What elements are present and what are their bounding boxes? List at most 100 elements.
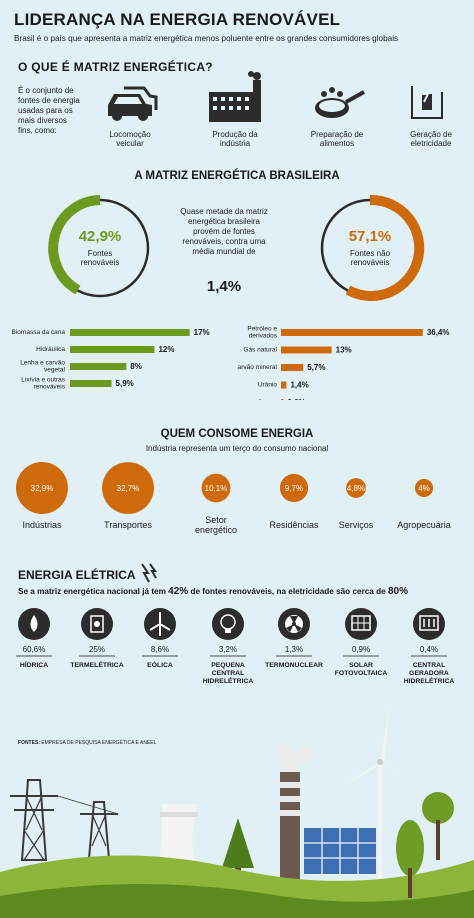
consumption-bubble [16, 462, 68, 514]
consumer-label: Indústrias [22, 520, 62, 530]
factory-icon [205, 70, 265, 124]
electricity-value-label: 60,6% [23, 645, 46, 654]
light-bulb-icon [212, 608, 244, 640]
matriz-center-text: Quase metade da matriz energética brasil… [180, 207, 268, 256]
bar-category-label: Petróleo e derivados [247, 325, 277, 339]
renewable-sources-chart: Biomassa da cana 17% Hidráulica 12% Lenha e … [12, 328, 210, 391]
solar-panel-icon [304, 828, 376, 874]
non-renewable-label: Fontes não renováveis [349, 249, 391, 267]
bar-value-label: 5,7% [307, 363, 325, 372]
eletrica-sentence: Se a matriz energética nacional já tem 4… [18, 586, 408, 597]
consumption-chart: 32,9% Indústrias 32,7% Transportes 10,1% Seto… [16, 462, 451, 535]
bar-value-label: 8% [130, 362, 142, 371]
use-producao: Produção da indústria [212, 130, 258, 148]
generator-icon [413, 608, 445, 640]
chimney-icon [274, 742, 313, 882]
source-note: FONTES: EMPRESA DE PESQUISA ENERGÉTICA E… [18, 740, 157, 746]
renewable-donut [48, 195, 150, 298]
electricity-source-label: HÍDRICA [20, 660, 48, 669]
use-geracao: Geração de eletricidade [410, 130, 452, 148]
electricity-value-label: 0,4% [420, 645, 438, 654]
water-drop-icon [18, 608, 50, 640]
bubble-value-label: 4,8% [347, 484, 365, 493]
wind-turbine-icon [144, 608, 176, 640]
landscape-illustration [0, 706, 474, 918]
bar [281, 364, 304, 371]
consumer-label: Setor energético [195, 515, 237, 535]
electricity-value-label: 25% [89, 645, 105, 654]
tree-icon [396, 820, 424, 898]
bubble-value-label: 9,7% [285, 484, 303, 493]
use-locomocao: Locomoção veicular [109, 130, 151, 148]
renewable-label: Fontes renováveis [80, 249, 120, 267]
matriz-question-heading: O QUE É MATRIZ ENERGÉTICA? [18, 60, 213, 74]
bar-value-label: 17% [194, 328, 210, 337]
bar [281, 329, 423, 336]
transmission-tower-icon [10, 779, 58, 861]
matriz-brasileira-heading: A MATRIZ ENERGÉTICA BRASILEIRA [134, 170, 340, 182]
bubble-value-label: 32,7% [117, 484, 140, 493]
consumo-heading: QUEM CONSOME ENERGIA [160, 428, 314, 440]
frying-pan-icon [310, 86, 366, 124]
electricity-source-label: TERMELÉTRICA [70, 660, 123, 669]
non-renewable-donut [320, 194, 425, 301]
electric-plug-icon [402, 84, 452, 124]
electricity-source-label: CENTRAL GERADORA HIDRELÉTRICA [404, 662, 455, 685]
bar-category-label: Lenha e carvão vegetal [20, 359, 65, 373]
bubble-value-label: 10,1% [205, 484, 228, 493]
consumer-label: Transportes [104, 520, 152, 530]
bar [70, 363, 127, 370]
lightning-icon [138, 562, 158, 589]
tree-icon [422, 792, 454, 860]
electricity-value-label: 8,6% [151, 645, 169, 654]
bar [70, 346, 155, 353]
bar-category-label: Carvão mineral [237, 364, 278, 371]
bar-value-label: 0,6% [287, 398, 305, 400]
bar [281, 381, 287, 389]
page-subtitle: Brasil é o país que apresenta a matriz e… [14, 34, 399, 43]
non-renewable-value: 57,1% [348, 228, 392, 245]
car-icon [100, 84, 160, 124]
bar-value-label: 13% [336, 346, 352, 355]
consumption-bubble [201, 473, 231, 503]
consumption-bubble [279, 473, 309, 503]
consumption-bubble [346, 478, 366, 498]
bar [281, 399, 284, 400]
eletrica-heading: ENERGIA ELÉTRICA [18, 568, 136, 582]
bar-category-label: Lixívia e outras renováveis [21, 376, 65, 390]
bar [70, 329, 190, 336]
consumer-label: Residências [269, 520, 319, 530]
electricity-source-label: SOLAR FOTOVOLTAICA [335, 662, 388, 677]
electricity-value-label: 1,3% [285, 645, 303, 654]
non-renewable-sources-chart: Petróleo e derivados 36,4% Gás natural 13% Ca… [237, 325, 450, 400]
bar [281, 346, 332, 354]
bar-category-label: Outras [257, 399, 277, 400]
bubble-value-label: 32,9% [31, 484, 54, 493]
bar-value-label: 12% [158, 345, 174, 354]
bar-value-label: 36,4% [427, 328, 450, 337]
use-preparacao: Preparação de alimentos [310, 130, 364, 148]
thermoelectric-icon [81, 608, 113, 640]
radiation-icon [278, 608, 310, 640]
matriz-description: É o conjunto de fontes de energia usadas… [18, 86, 80, 135]
world-average: 1,4% [206, 278, 242, 295]
electricity-source-label: PEQUENA CENTRAL HIDRELÉTRICA [203, 662, 254, 685]
electricity-source-label: EÓLICA [147, 660, 173, 669]
consumo-subheading: Indústria representa um terço do consumo… [145, 444, 329, 453]
bar-category-label: Urânio [258, 382, 278, 389]
bar-category-label: Biomassa da cana [12, 329, 66, 336]
consumption-bubble [414, 478, 434, 498]
consumer-label: Agropecuária [397, 520, 451, 530]
bar-value-label: 5,9% [116, 379, 134, 388]
bar-category-label: Gás natural [243, 347, 277, 354]
electricity-source-label: TERMONUCLEAR [265, 662, 323, 669]
solar-panel-icon [345, 608, 377, 640]
bubble-value-label: 4% [418, 484, 430, 493]
bar-value-label: 1,4% [290, 381, 308, 390]
electricity-sources-chart: 60,6% HÍDRICA 25% TERMELÉTRICA 8,6% EÓLICA 3,2… [16, 608, 455, 685]
renewable-value: 42,9% [78, 228, 122, 245]
bar [70, 380, 112, 387]
consumer-label: Serviços [339, 520, 374, 530]
electricity-value-label: 0,9% [352, 645, 370, 654]
electricity-value-label: 3,2% [219, 645, 237, 654]
